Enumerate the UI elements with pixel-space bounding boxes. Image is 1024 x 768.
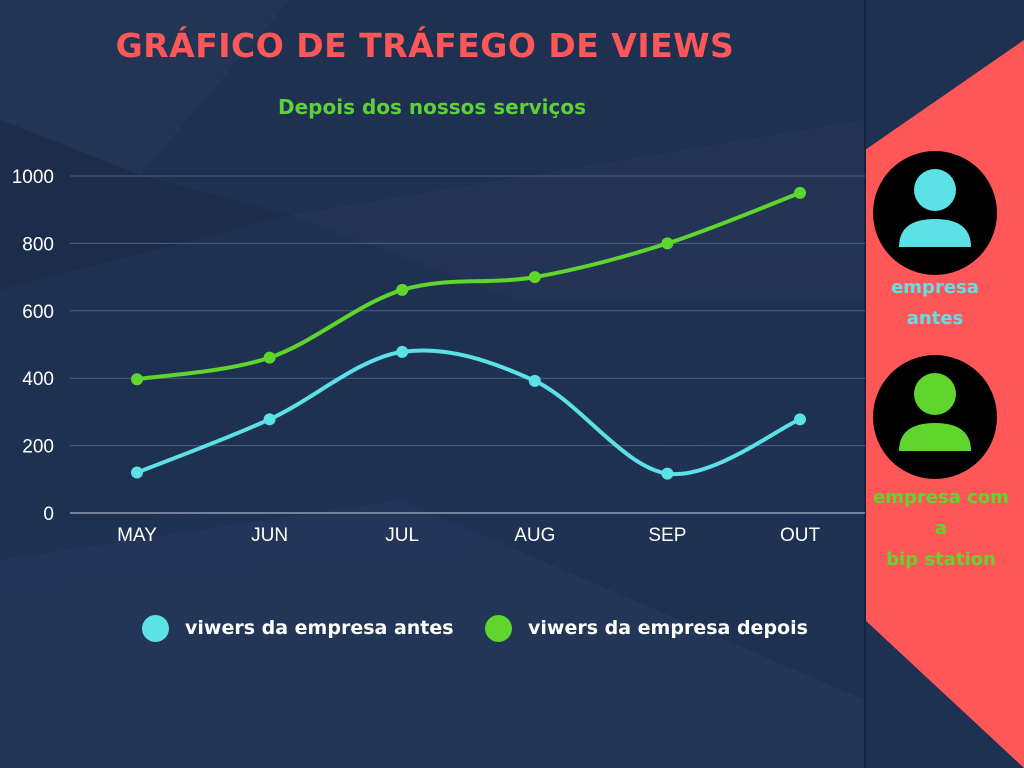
panel-label-antes: empresa antes: [891, 277, 979, 329]
avatar-head-antes: [914, 169, 956, 211]
legend-marker-antes: [142, 614, 169, 642]
background-facet: [0, 0, 290, 175]
data-point-depois: [396, 283, 409, 296]
legend-marker-depois: [485, 614, 512, 642]
background-facet: [0, 500, 865, 768]
legend-label-antes: viwers da empresa antes: [185, 617, 454, 639]
x-tick-label: OUT: [780, 525, 821, 546]
data-point-antes: [263, 413, 276, 426]
user-avatar-icon: [873, 355, 997, 479]
legend-item-depois: viwers da empresa depois: [485, 612, 808, 644]
y-tick-label: 400: [22, 369, 54, 390]
background-facet: [290, 120, 865, 300]
legend-item-antes: viwers da empresa antes: [142, 612, 454, 644]
data-point-antes: [131, 466, 143, 479]
data-point-depois: [528, 271, 541, 284]
panel-avatars: [873, 151, 997, 479]
avatar-body-depois: [899, 423, 971, 451]
side-panel-corner: [865, 0, 1024, 150]
data-point-antes: [396, 345, 409, 358]
background-facet: [0, 420, 865, 590]
data-point-antes: [661, 467, 674, 480]
series-line-antes: [135, 348, 802, 477]
panel-label-depois: empresa com a bip station: [873, 487, 1009, 570]
series-lines: [135, 190, 802, 477]
data-point-antes: [528, 374, 541, 387]
x-tick-label: AUG: [514, 525, 555, 546]
data-point-depois: [263, 351, 276, 364]
background-shapes: [0, 0, 865, 768]
x-tick-label: SEP: [648, 525, 686, 546]
avatar-head-depois: [914, 373, 956, 415]
data-point-antes: [794, 413, 806, 426]
series-points: [131, 186, 806, 480]
data-point-depois: [131, 373, 143, 386]
data-point-depois: [794, 186, 806, 199]
data-point-depois: [661, 237, 674, 250]
side-panel-corner: [865, 620, 1024, 768]
x-tick-label: JUL: [385, 525, 419, 546]
background-facet: [0, 120, 290, 290]
y-tick-label: 200: [22, 437, 54, 458]
series-line-depois: [135, 190, 802, 382]
chart-title: GRÁFICO DE TRÁFEGO DE VIEWS: [115, 26, 735, 65]
y-tick-label: 800: [22, 234, 54, 255]
y-tick-label: 0: [43, 504, 54, 525]
legend-label-depois: viwers da empresa depois: [528, 617, 808, 639]
chart-subtitle: Depois dos nossos serviços: [278, 95, 586, 119]
y-tick-label: 1000: [12, 167, 54, 188]
x-tick-label: JUN: [251, 525, 288, 546]
x-tick-label: MAY: [117, 525, 157, 546]
y-tick-label: 600: [22, 302, 54, 323]
avatar-body-antes: [899, 219, 971, 247]
axis-ticks: 0 200 400 600 800 1000 MAY JUN JUL AUG SEP OUT: [12, 167, 821, 546]
user-avatar-icon: [873, 151, 997, 275]
